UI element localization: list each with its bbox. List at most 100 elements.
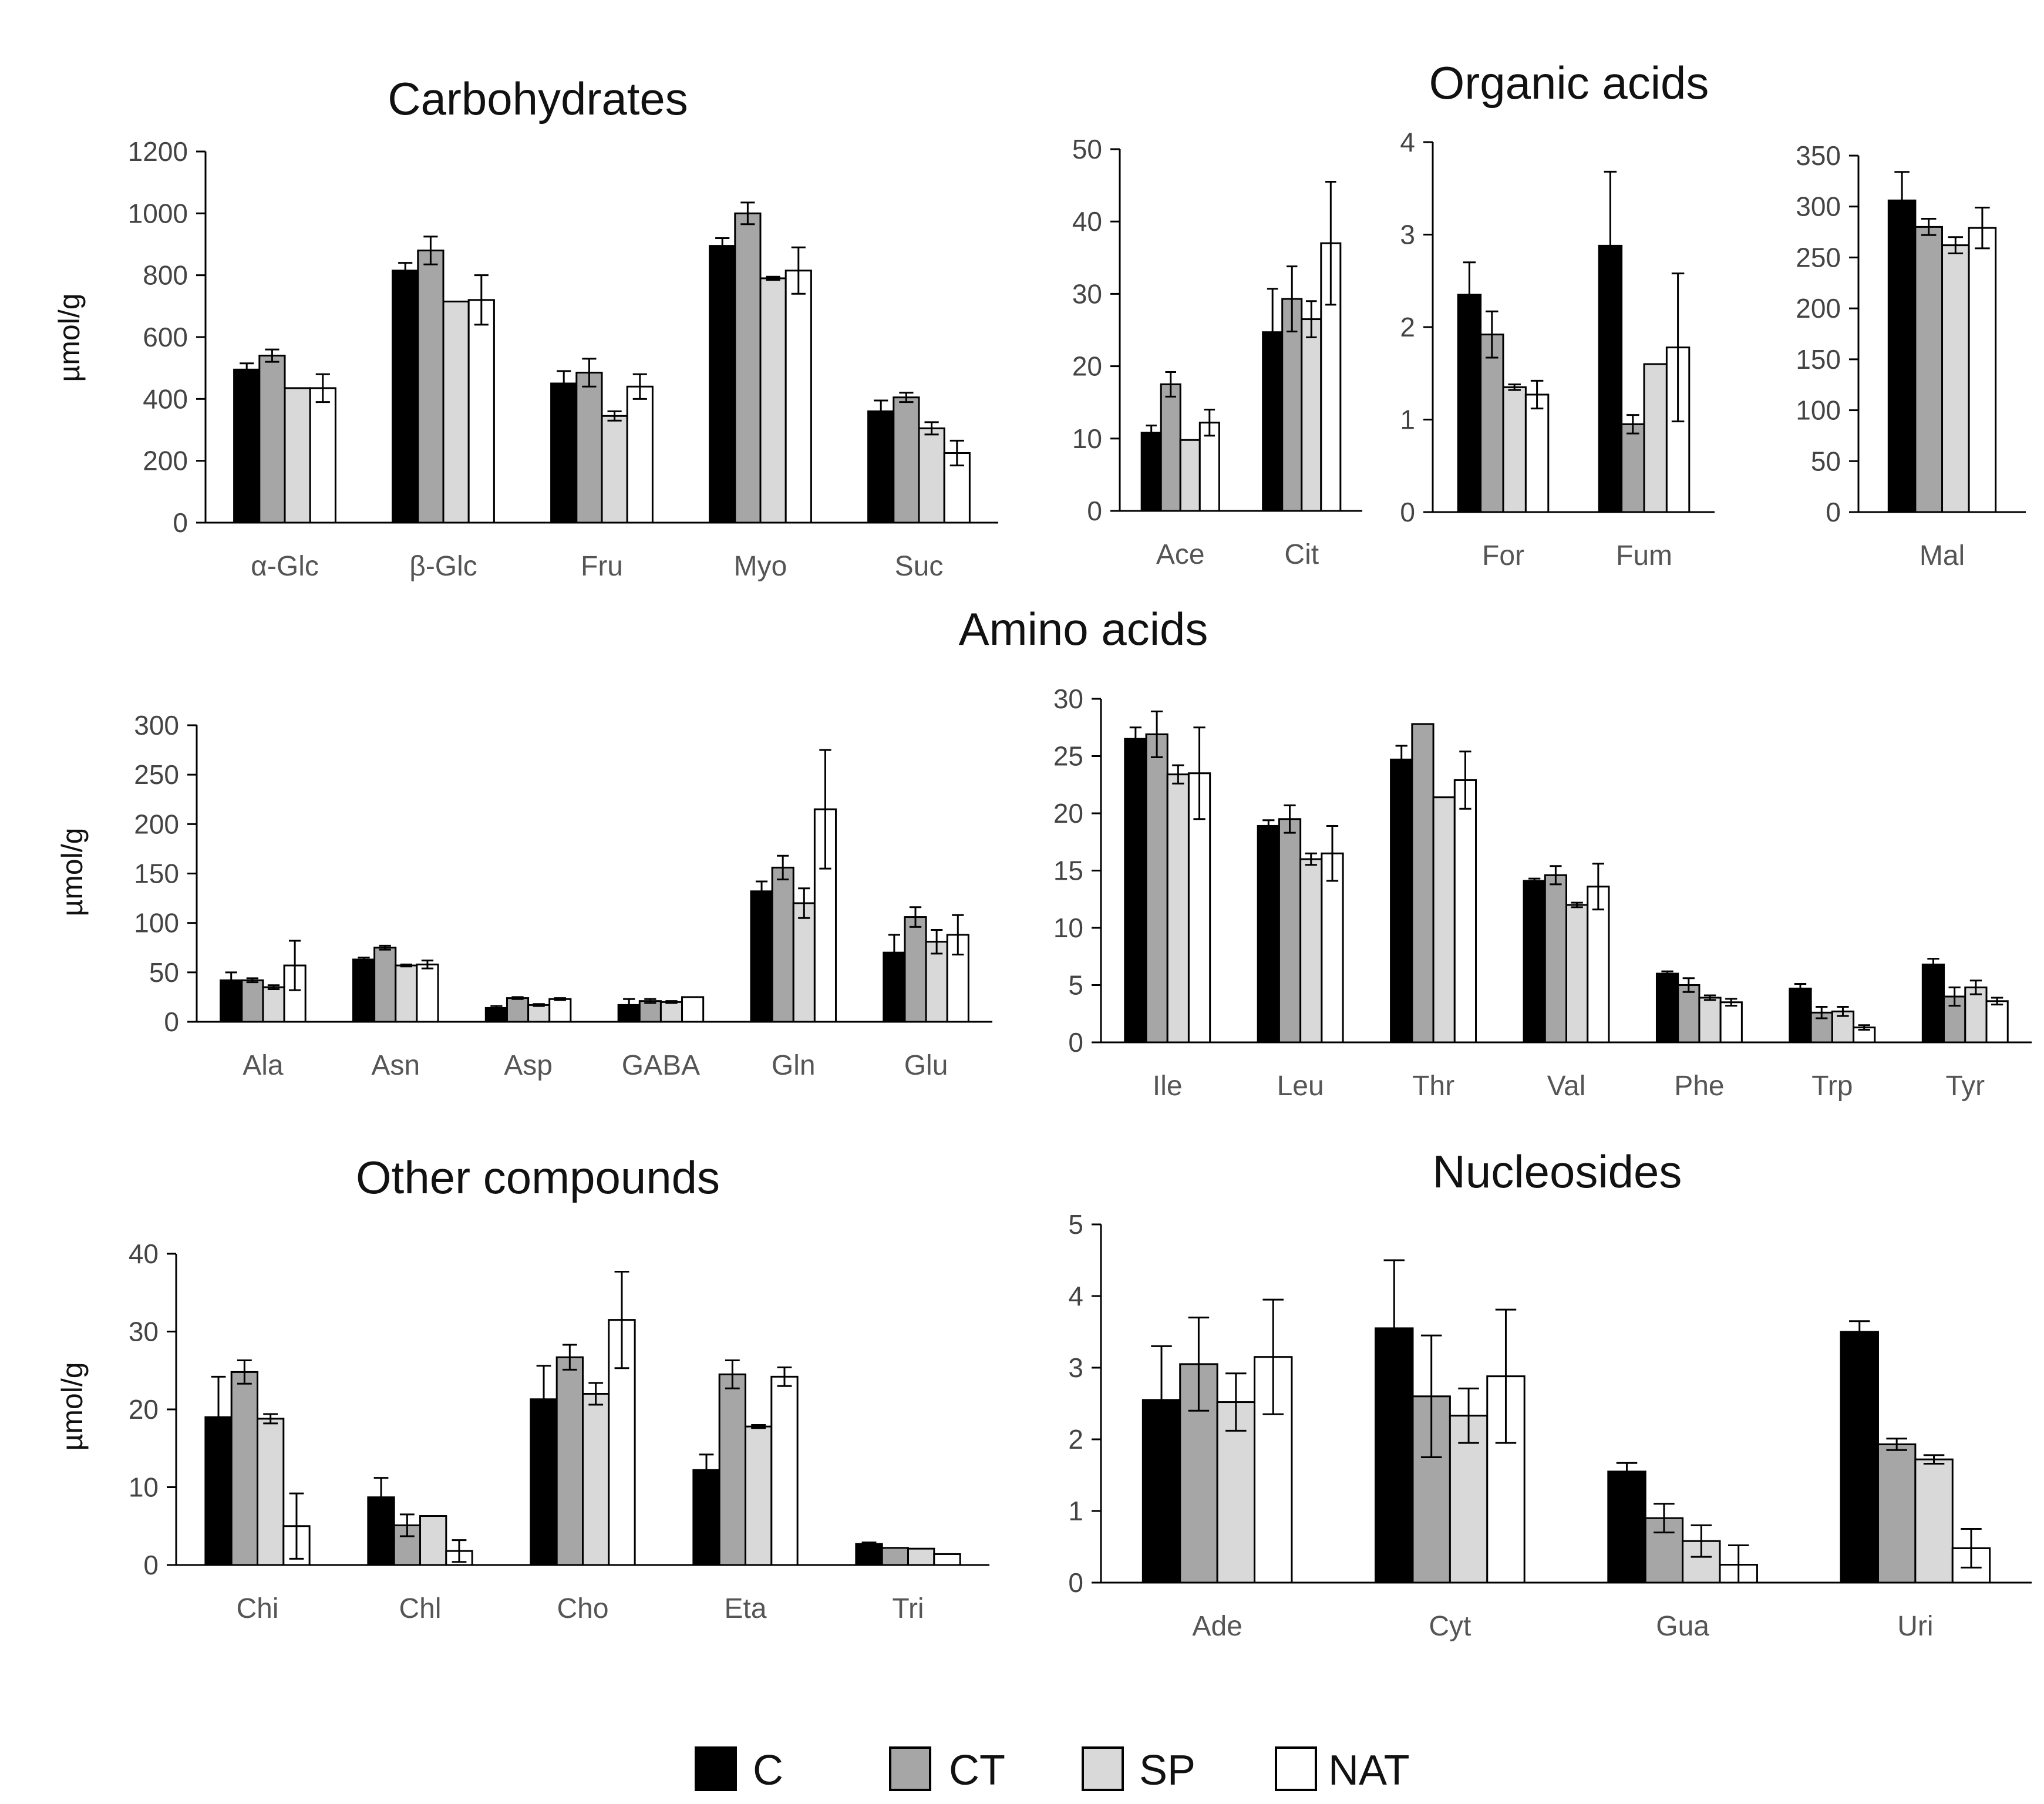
bar-ala-ct: [241, 979, 264, 1023]
bar-myo-sp: [759, 277, 787, 524]
bar-asn-nat: [416, 963, 439, 1023]
bar-for-sp: [1502, 386, 1527, 513]
legend-item-sp: SP: [1082, 1746, 1196, 1794]
bar-cyt-nat: [1486, 1375, 1526, 1584]
category-label-asn: Asn: [371, 1050, 420, 1081]
bar-asp-ct: [506, 997, 530, 1023]
legend-item-c: C: [695, 1746, 783, 1794]
legend-swatch-ct: [889, 1746, 931, 1791]
y-tick-label: 3: [1068, 1352, 1083, 1383]
bar-chl-sp: [419, 1515, 447, 1566]
category-label-tri: Tri: [892, 1593, 924, 1624]
category-label-asp: Asp: [504, 1050, 553, 1081]
bar-tri-ct: [881, 1547, 910, 1566]
y-tick-label: 30: [1072, 278, 1102, 309]
y-tick-label: 20: [129, 1394, 159, 1425]
y-tick-label: 200: [1796, 293, 1841, 324]
y-tick-label: 1000: [128, 198, 188, 228]
bar-phe-sp: [1698, 997, 1722, 1044]
y-tick-label: 10: [1072, 423, 1102, 454]
chart-title: Organic acids: [1429, 57, 1709, 109]
y-tick-label: 200: [134, 809, 179, 839]
bar-cho-ct: [555, 1356, 584, 1566]
y-tick-label: 10: [129, 1472, 159, 1503]
bar-fru-sp: [601, 415, 628, 524]
bar-ile-sp: [1166, 773, 1190, 1044]
bar-mal-nat: [1968, 227, 1997, 513]
bar-trp-c: [1789, 987, 1812, 1044]
bar-myo-ct: [734, 212, 762, 524]
bar-cit-ct: [1281, 298, 1303, 512]
y-tick-label: 600: [143, 322, 188, 352]
category-label-eta: Eta: [724, 1593, 766, 1624]
bar-tyr-c: [1921, 963, 1945, 1044]
bar-uri-c: [1840, 1331, 1879, 1584]
y-tick-label: 3: [1400, 220, 1415, 250]
bar-ace-c: [1140, 432, 1162, 512]
bar-suc-c: [867, 410, 895, 524]
y-tick-label: 0: [1068, 1567, 1083, 1598]
category-label-tyr: Tyr: [1945, 1071, 1985, 1102]
y-tick-label: 1: [1400, 405, 1415, 435]
bar-tyr-sp: [1964, 986, 1988, 1044]
y-tick-label: 4: [1400, 127, 1415, 157]
category-label-ade: Ade: [1192, 1611, 1242, 1642]
y-tick-label: 250: [1796, 242, 1841, 272]
legend: C CT SP NAT: [695, 1746, 1410, 1794]
legend-label-nat: NAT: [1328, 1747, 1410, 1794]
y-tick-label: 100: [1796, 395, 1841, 426]
y-tick-label: 10: [1053, 913, 1083, 943]
chart-title: Carbohydrates: [388, 73, 688, 124]
bar-leu-nat: [1321, 852, 1344, 1044]
category-label-for: For: [1482, 540, 1524, 571]
y-tick-label: 15: [1053, 856, 1083, 886]
y-tick-label: 300: [1796, 191, 1841, 222]
legend-swatch-nat: [1275, 1746, 1317, 1791]
chart-carbohydrates: Carbohydrates µmol/g 0 200 400 600 800 1000 1200…: [53, 73, 998, 582]
bar-phe-c: [1655, 972, 1679, 1044]
category-label-thr: Thr: [1412, 1071, 1454, 1102]
chart-organic-mal: 0 50 100 150 200 250 300 350 Mal: [1796, 140, 2026, 571]
charts-layer: Carbohydratesµmol/g020040060080010001200…: [53, 57, 2032, 1642]
category-label-glu: Glu: [904, 1050, 948, 1081]
chart-organic-for-fum: 0 1 2 3 4 For Fum: [1400, 127, 1715, 571]
bar-glc-ct: [417, 250, 445, 524]
y-tick-label: 20: [1053, 798, 1083, 829]
category-label-ala: Ala: [243, 1050, 284, 1081]
y-tick-label: 20: [1072, 351, 1102, 382]
bar-thr-ct: [1411, 723, 1434, 1044]
category-label-myo: Myo: [734, 551, 787, 582]
chart-amino-minor: 0 5 10 15 20 25 30 Ile Leu Thr Val Phe Trp Tyr: [1053, 684, 2032, 1102]
bar-trp-ct: [1810, 1011, 1833, 1044]
y-tick-label: 4: [1068, 1281, 1083, 1311]
bar-chi-ct: [230, 1371, 258, 1566]
legend-label-c: C: [753, 1747, 783, 1794]
bar-fum-sp: [1643, 363, 1668, 513]
bar-gua-c: [1607, 1470, 1646, 1584]
y-tick-label: 0: [164, 1007, 179, 1037]
y-tick-label: 30: [1053, 684, 1083, 714]
chart-title: Other compounds: [356, 1152, 720, 1203]
category-label-glc: α-Glc: [251, 551, 319, 582]
y-tick-label: 0: [1400, 497, 1415, 527]
bar-val-ct: [1544, 874, 1568, 1044]
bar-leu-ct: [1278, 818, 1302, 1044]
category-label-cho: Cho: [557, 1593, 608, 1624]
bar-phe-ct: [1677, 984, 1700, 1044]
bar-phe-nat: [1719, 1001, 1743, 1044]
y-tick-label: 150: [134, 859, 179, 889]
category-label-suc: Suc: [895, 551, 944, 582]
y-tick-label: 0: [143, 1550, 159, 1580]
bar-cit-sp: [1301, 318, 1322, 512]
bar-tri-sp: [907, 1547, 935, 1566]
y-tick-label: 50: [1811, 446, 1841, 476]
bar-glc-sp: [284, 387, 311, 524]
bar-ile-ct: [1145, 733, 1169, 1044]
bar-uri-sp: [1914, 1458, 1954, 1584]
category-label-ace: Ace: [1156, 539, 1205, 570]
bar-glc-ct: [258, 355, 286, 524]
bar-gaba-nat: [681, 996, 705, 1023]
category-label-val: Val: [1547, 1071, 1586, 1102]
bar-myo-c: [709, 245, 736, 524]
y-tick-label: 0: [1087, 496, 1102, 526]
